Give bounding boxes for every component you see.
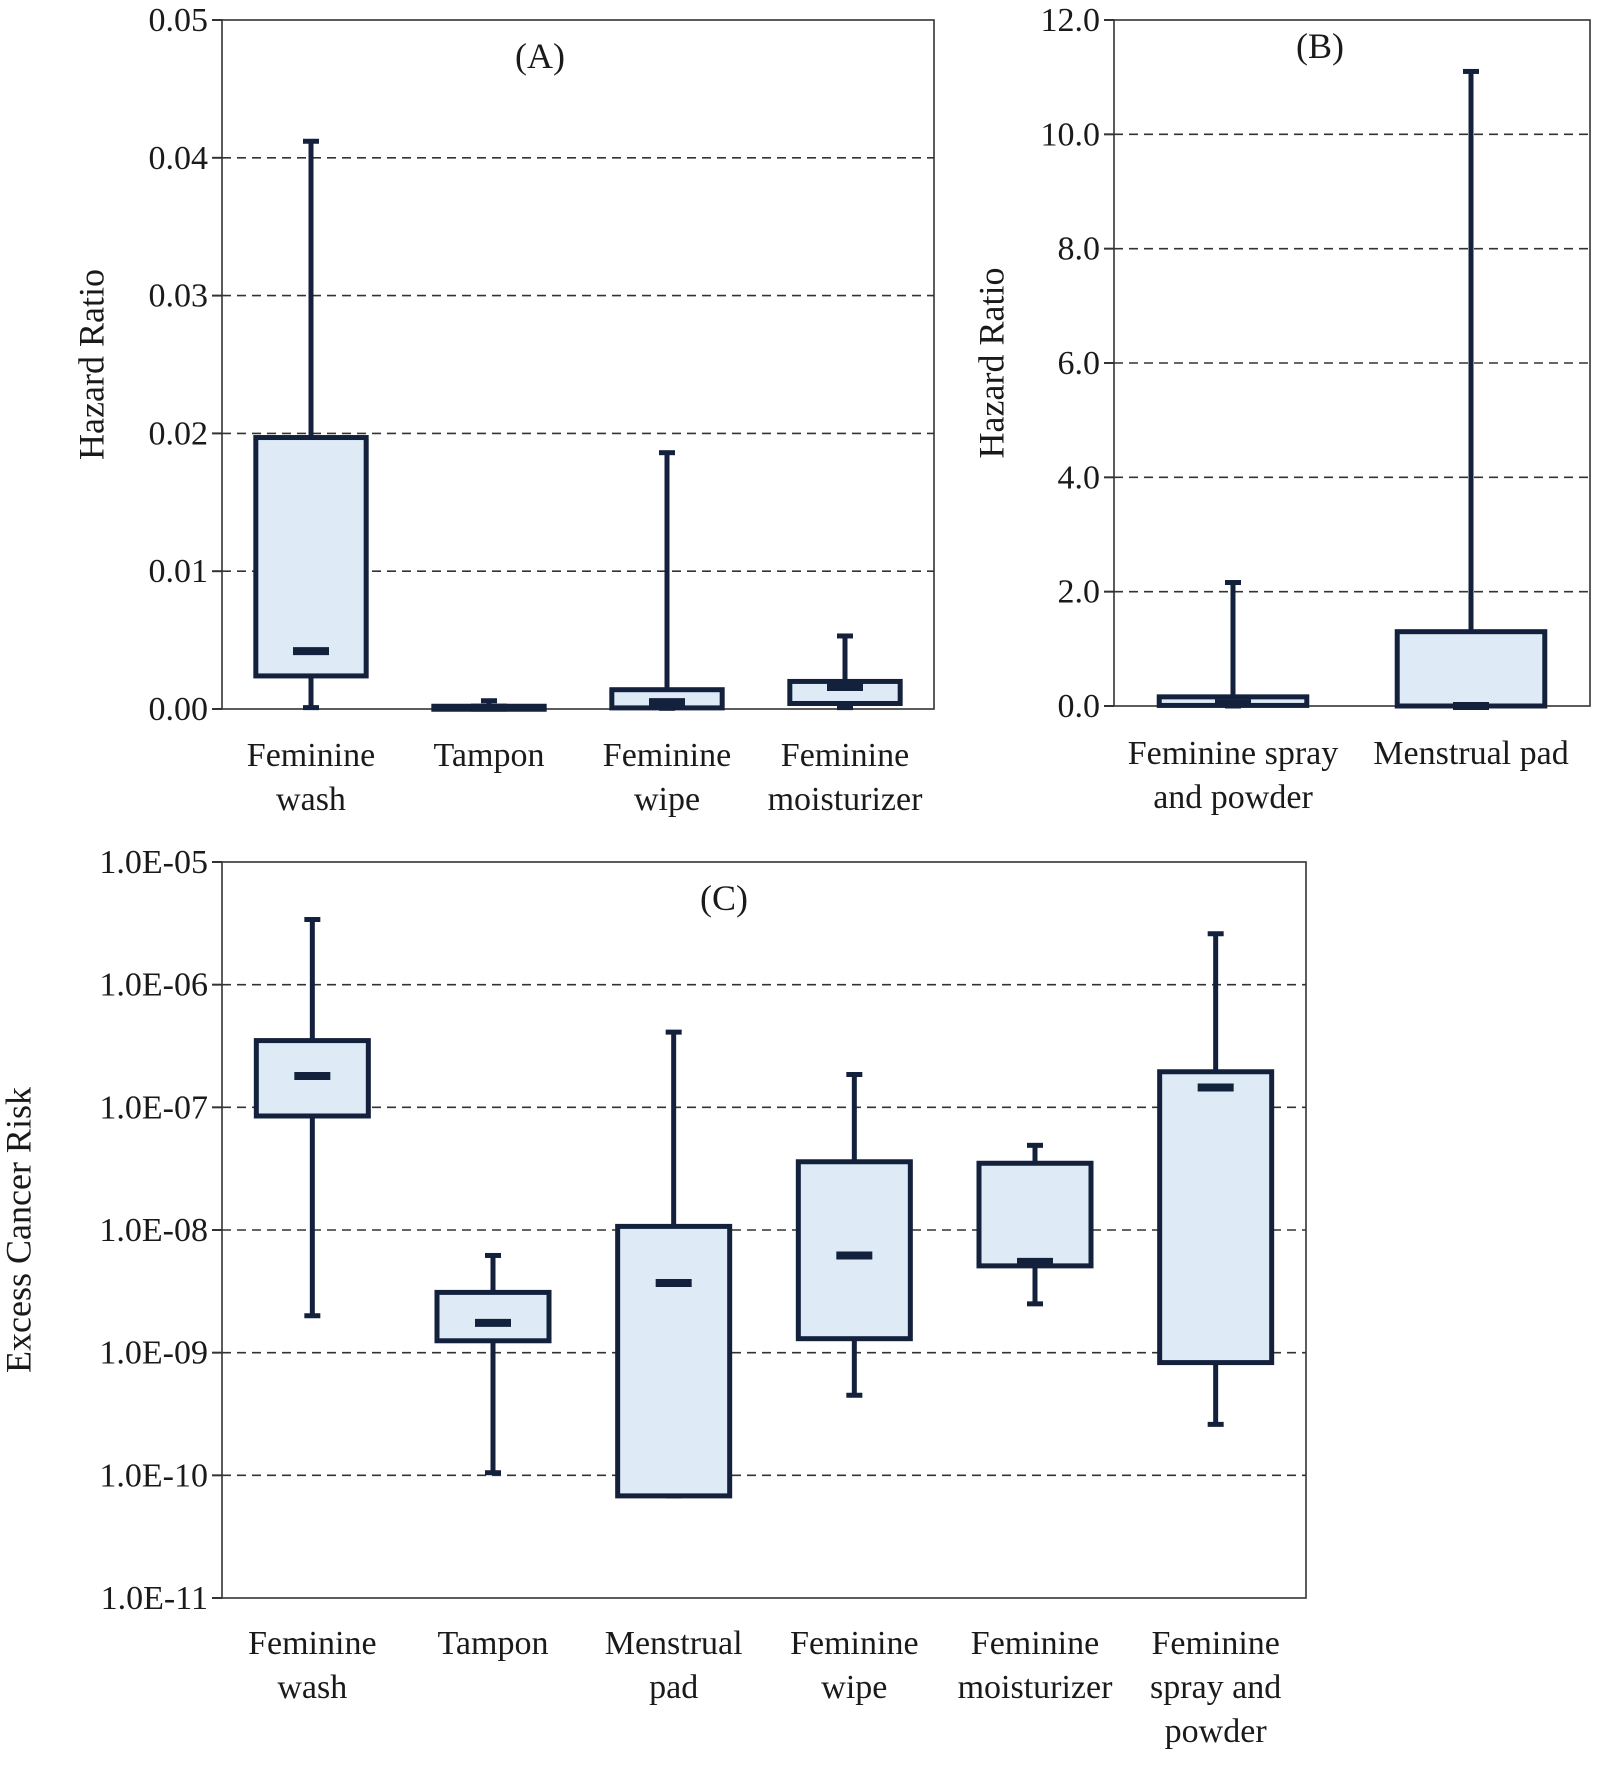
y-tick-label: 0.00 [149, 691, 209, 728]
category-label: Feminine moisturizer [768, 737, 924, 818]
y-axis-title: Hazard Ratio [71, 269, 111, 460]
y-tick-label: 4.0 [1058, 459, 1101, 496]
y-tick-label: 0.04 [149, 140, 209, 177]
box-3 [615, 1029, 733, 1499]
category-label: Menstrual pad [605, 1625, 743, 1706]
box-2 [431, 698, 547, 712]
iqr-box [615, 1223, 733, 1499]
category-label: Tampon [434, 737, 545, 774]
y-axis-title: Hazard Ratio [971, 268, 1011, 459]
category-label: Feminine spray and powder [1128, 735, 1339, 816]
plot-frame [221, 19, 935, 710]
y-tick-label: 0.03 [149, 278, 209, 315]
box-3 [609, 450, 725, 711]
plot-frame [221, 861, 1307, 1599]
y-tick-label: 1.0E-05 [99, 844, 208, 881]
plot-frame [1113, 19, 1591, 707]
box-4 [787, 633, 903, 711]
panel-label: (A) [515, 36, 565, 76]
box-2 [434, 1252, 552, 1476]
panel-c: 1.0E-11 1.0E-10 1.0E-09 1.0E-08 1.0E-07 1.0E-… [0, 844, 1307, 1750]
category-label: Feminine moisturizer [958, 1625, 1114, 1706]
y-tick-label: 6.0 [1058, 345, 1101, 382]
y-tick-label: 12.0 [1041, 2, 1101, 39]
y-tick-label: 0.01 [149, 553, 209, 590]
panel-label: (B) [1296, 26, 1344, 66]
iqr-box [976, 1160, 1094, 1269]
y-tick-label: 1.0E-08 [99, 1212, 208, 1249]
y-tick-label: 1.0E-07 [99, 1089, 208, 1126]
box-5 [976, 1142, 1094, 1307]
iqr-box [434, 1289, 552, 1344]
category-label: Feminine wash [248, 1625, 376, 1706]
iqr-box [787, 678, 903, 706]
y-tick-label: 2.0 [1058, 574, 1101, 611]
y-tick-label: 1.0E-10 [99, 1457, 208, 1494]
iqr-box [1394, 629, 1548, 709]
y-tick-label: 0.02 [149, 415, 209, 452]
y-tick-label: 1.0E-11 [101, 1580, 208, 1617]
category-label: Feminine wipe [790, 1625, 918, 1706]
y-tick-label: 1.0E-06 [99, 967, 208, 1004]
y-tick-label: 0.0 [1058, 688, 1101, 725]
box-4 [795, 1072, 913, 1398]
category-label: Feminine wash [247, 737, 375, 818]
y-axis-title: Excess Cancer Risk [0, 1087, 38, 1373]
y-tick-label: 1.0E-09 [99, 1335, 208, 1372]
y-tick-label: 0.05 [149, 2, 209, 39]
y-tick-label: 10.0 [1041, 116, 1101, 153]
box-6 [1157, 931, 1275, 1427]
category-label: Tampon [438, 1625, 549, 1662]
box-1 [253, 916, 371, 1319]
box-1 [1156, 580, 1310, 709]
category-label: Feminine spray and powder [1150, 1625, 1281, 1750]
y-tick-label: 8.0 [1058, 231, 1101, 268]
iqr-box [253, 435, 369, 679]
box-1 [253, 138, 369, 711]
panel-b: 0.0 2.0 4.0 6.0 8.0 10.0 12.0 (B) Hazard Ratio Fe… [971, 2, 1591, 816]
panel-a: 0.00 0.01 0.02 0.03 0.04 0.05 (A) Hazard Ratio F… [71, 2, 935, 818]
iqr-box [1157, 1069, 1275, 1366]
box-2 [1394, 68, 1548, 710]
category-label: Feminine wipe [603, 737, 731, 818]
panel-label: (C) [700, 878, 748, 918]
iqr-box [795, 1159, 913, 1342]
category-label: Menstrual pad [1373, 735, 1568, 772]
